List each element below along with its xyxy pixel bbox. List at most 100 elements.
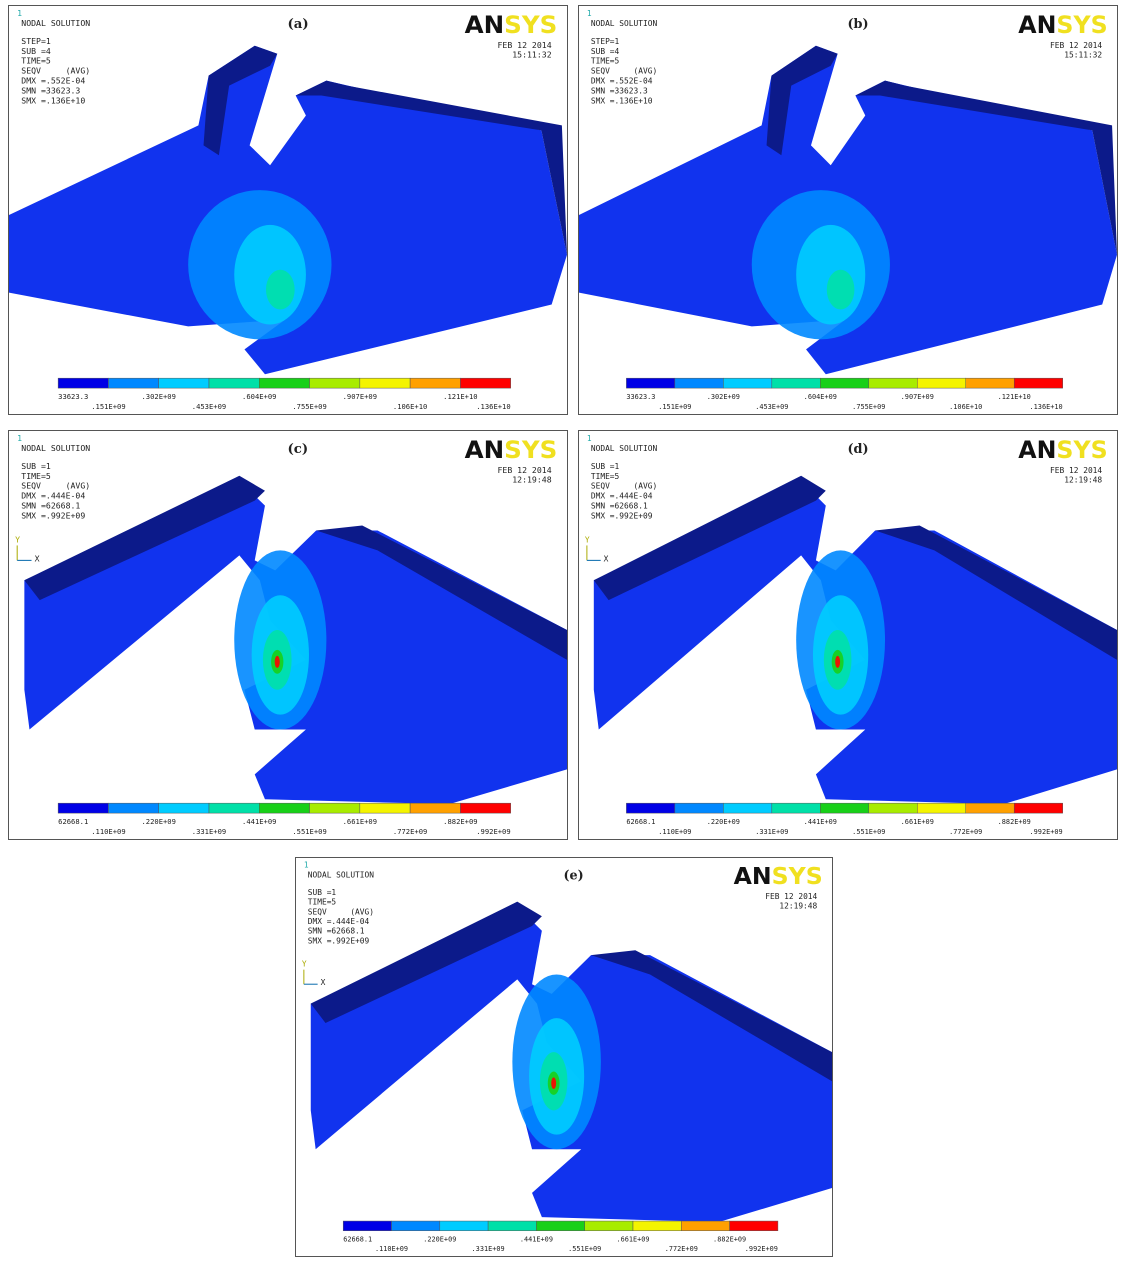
logo: ANSYS: [465, 436, 558, 464]
logo: ANSYS: [1018, 436, 1107, 464]
legend-label: .441E+09: [804, 818, 837, 826]
legend-label: 62668.1: [343, 1235, 372, 1243]
heading: NODAL SOLUTION: [591, 444, 658, 453]
info-line: DMX =.552E-04: [21, 77, 85, 86]
time: 12:19:48: [1064, 476, 1102, 485]
model-geometry: [9, 46, 567, 374]
legend-label: .992E+09: [1029, 828, 1062, 836]
legend-label: .992E+09: [745, 1245, 778, 1253]
date: FEB 12 2014: [765, 892, 817, 901]
info-line: SUB =1: [591, 462, 620, 471]
info-line: SUB =4: [591, 47, 620, 56]
info-line: SMN =33623.3: [21, 87, 80, 96]
legend-label: .604E+09: [242, 392, 276, 401]
date: FEB 12 2014: [497, 466, 551, 475]
legend-label: .755E+09: [292, 402, 326, 411]
legend-label: 33623.3: [58, 392, 88, 401]
legend-label: .992E+09: [476, 827, 510, 836]
legend-swatch: [159, 378, 209, 388]
info-line: SEQV (AVG): [308, 907, 374, 916]
legend-swatch: [723, 378, 771, 388]
time: 12:19:48: [512, 476, 552, 485]
info-line: DMX =.444E-04: [591, 492, 653, 501]
legend-label: .220E+09: [707, 818, 740, 826]
stress-region: [551, 1077, 556, 1089]
heading: NODAL SOLUTION: [591, 19, 658, 28]
date: FEB 12 2014: [1050, 466, 1102, 475]
info-line: SUB =1: [308, 888, 337, 897]
legend-label: .882E+09: [998, 818, 1031, 826]
panel-label: (a): [287, 17, 308, 32]
legend-swatch: [626, 803, 674, 813]
legend-swatch: [460, 378, 510, 388]
time: 12:19:48: [779, 902, 817, 911]
model-geometry: [24, 476, 567, 804]
legend-swatch: [772, 803, 820, 813]
legend-label: .772E+09: [665, 1245, 698, 1253]
result-panel: 1NODAL SOLUTIONSUB =1TIME=5SEQV (AVG)DMX…: [578, 430, 1118, 840]
triad-label: Y: [302, 960, 307, 969]
legend-swatch: [820, 378, 868, 388]
logo-part: AN: [465, 11, 505, 39]
legend-swatch: [917, 803, 965, 813]
window-number: 1: [17, 434, 22, 443]
triad-label: Y: [585, 535, 590, 544]
legend-label: .453E+09: [755, 403, 788, 411]
info-line: SMN =62668.1: [21, 502, 80, 511]
legend-label: .220E+09: [141, 817, 175, 826]
legend-label: .882E+09: [713, 1235, 746, 1243]
legend-swatch: [392, 1221, 440, 1231]
legend-swatch: [820, 803, 868, 813]
date: FEB 12 2014: [497, 41, 551, 50]
logo-part: SYS: [772, 862, 823, 890]
legend-label: .604E+09: [804, 393, 837, 401]
info-line: SEQV (AVG): [21, 67, 90, 76]
stress-region: [827, 270, 855, 310]
legend-label: .302E+09: [141, 392, 175, 401]
heading: NODAL SOLUTION: [21, 444, 90, 453]
stress-region: [796, 225, 865, 325]
heading: NODAL SOLUTION: [21, 19, 90, 28]
window-number: 1: [17, 9, 22, 18]
legend-label: .441E+09: [520, 1235, 553, 1243]
legend-swatch: [108, 803, 158, 813]
legend-label: .907E+09: [343, 392, 377, 401]
info-line: STEP=1: [21, 37, 51, 46]
legend-label: .151E+09: [91, 402, 125, 411]
logo-part: AN: [1018, 11, 1056, 39]
legend-label: .121E+10: [998, 393, 1031, 401]
info-line: SMX =.992E+09: [308, 936, 370, 945]
legend-swatch: [159, 803, 209, 813]
legend-swatch: [410, 803, 460, 813]
legend-label: .661E+09: [616, 1235, 649, 1243]
info-line: SMX =.136E+10: [591, 96, 653, 105]
legend-swatch: [58, 803, 108, 813]
stress-region: [275, 656, 280, 668]
window-number: 1: [587, 434, 592, 443]
legend-label: .136E+10: [1029, 403, 1062, 411]
legend-label: .755E+09: [852, 403, 885, 411]
legend-label: .772E+09: [393, 827, 427, 836]
logo-part: SYS: [1056, 436, 1107, 464]
heading: NODAL SOLUTION: [308, 870, 374, 879]
legend-label: .907E+09: [901, 393, 934, 401]
legend-label: .551E+09: [852, 828, 885, 836]
legend-label: .661E+09: [343, 817, 377, 826]
info-line: DMX =.444E-04: [308, 917, 370, 926]
info-line: TIME=5: [591, 57, 620, 66]
legend-swatch: [58, 378, 108, 388]
legend-label: .331E+09: [192, 827, 226, 836]
legend-swatch: [633, 1221, 681, 1231]
info-line: SMN =62668.1: [308, 927, 365, 936]
triad-label: X: [35, 554, 40, 563]
model-geometry: [311, 902, 832, 1222]
legend-label: .106E+10: [949, 403, 982, 411]
date: FEB 12 2014: [1050, 41, 1102, 50]
info-line: SUB =1: [21, 462, 51, 471]
legend-swatch: [410, 378, 460, 388]
legend-swatch: [772, 378, 820, 388]
window-number: 1: [587, 9, 592, 18]
info-line: SEQV (AVG): [591, 67, 657, 76]
logo: ANSYS: [734, 862, 823, 890]
legend-label: .110E+09: [658, 828, 691, 836]
